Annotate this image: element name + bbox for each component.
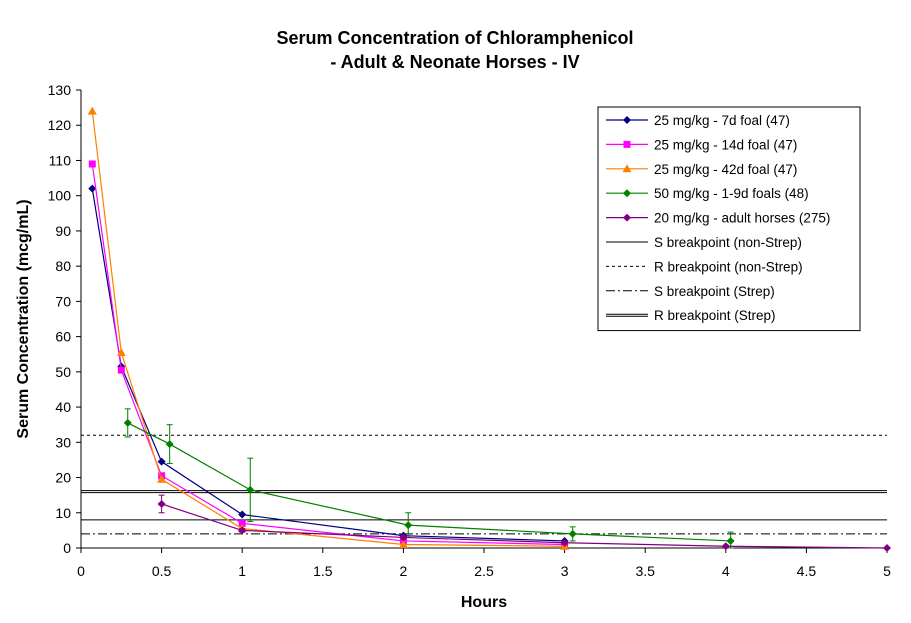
data-point-0-3: [238, 510, 247, 519]
legend-label-ref-3: R breakpoint (Strep): [654, 308, 776, 323]
legend-label-series-0: 25 mg/kg - 7d foal (47): [654, 113, 790, 128]
x-tick-label-5: 2.5: [474, 563, 494, 579]
data-point-2-2: [157, 474, 167, 483]
y-tick-label-13: 130: [48, 82, 72, 98]
data-point-4-3: [560, 538, 569, 547]
y-tick-label-9: 90: [55, 223, 71, 239]
legend-label-series-3: 50 mg/kg - 1-9d foals (48): [654, 186, 809, 201]
y-tick-label-1: 10: [55, 505, 71, 521]
data-point-4-5: [883, 544, 891, 552]
data-point-1-1: [117, 366, 125, 374]
x-tick-label-4: 2: [400, 563, 408, 579]
series-line-1: [91, 163, 565, 546]
legend-label-series-1: 25 mg/kg - 14d foal (47): [654, 137, 797, 152]
data-point-4-4: [721, 542, 730, 551]
x-tick-label-9: 4.5: [797, 563, 817, 579]
y-axis-title: Serum Concentration (mcg/mL): [15, 199, 32, 438]
x-tick-label-2: 1: [238, 563, 246, 579]
legend-label-series-2: 25 mg/kg - 42d foal (47): [654, 162, 797, 177]
x-tick-label-8: 4: [722, 563, 730, 579]
series-line-4: [161, 503, 888, 549]
plot-area: 0 10 20 30 40 50 60 70 80 90 100 110 120 130 0 0.5 1 1.5 2…: [48, 82, 891, 579]
x-tick-label-1: 0.5: [152, 563, 172, 579]
data-point-2-4: [398, 539, 408, 548]
data-point-2-0: [87, 106, 97, 115]
legend-label-ref-2: S breakpoint (Strep): [654, 284, 775, 299]
legend-marker-4: [623, 213, 631, 222]
data-point-4-0: [157, 499, 166, 508]
y-tick-label-12: 120: [48, 117, 72, 133]
data-point-1-0: [88, 160, 96, 168]
legend-marker-0: [623, 116, 631, 124]
x-tick-label-7: 3.5: [635, 563, 655, 579]
y-tick-label-2: 20: [55, 470, 71, 486]
data-point-3-0: [123, 418, 132, 427]
legend-marker-3: [623, 189, 631, 198]
y-tick-label-11: 110: [49, 152, 72, 168]
y-tick-label-3: 30: [55, 434, 71, 450]
legend-marker-2: [622, 164, 632, 173]
y-tick-label-4: 40: [55, 399, 71, 415]
y-tick-label-6: 60: [55, 329, 71, 345]
legend-label-ref-1: R breakpoint (non-Strep): [654, 259, 803, 274]
data-point-3-3: [404, 521, 413, 530]
series-line-2: [91, 111, 565, 547]
legend: 25 mg/kg - 7d foal (47) 25 mg/kg - 14d fo…: [597, 106, 861, 332]
series-line-3: [127, 422, 731, 542]
data-point-2-1: [116, 347, 126, 356]
x-axis-title: Hours: [461, 594, 507, 611]
x-tick-label-10: 5: [883, 563, 891, 579]
y-tick-label-0: 0: [63, 540, 71, 556]
data-point-3-4: [568, 529, 577, 538]
y-tick-label-8: 80: [55, 258, 71, 274]
x-tick-label-6: 3: [561, 563, 569, 579]
x-tick-label-0: 0: [77, 563, 85, 579]
chart-title-line-1: Serum Concentration of Chloramphenicol: [276, 28, 633, 48]
x-tick-label-3: 1.5: [313, 563, 333, 579]
y-tick-label-7: 70: [55, 293, 71, 309]
data-point-3-1: [165, 440, 174, 449]
data-point-1-3: [238, 519, 246, 527]
data-point-3-5: [726, 536, 735, 545]
y-tick-label-5: 50: [55, 364, 71, 380]
chart-title-line-2: - Adult & Neonate Horses - IV: [330, 52, 579, 72]
data-point-4-1: [238, 526, 247, 535]
data-point-0-0: [88, 184, 97, 193]
data-point-3-2: [246, 485, 255, 494]
data-point-0-2: [157, 457, 166, 466]
data-point-4-2: [399, 533, 408, 542]
y-tick-label-10: 100: [48, 188, 72, 204]
legend-marker-1: [623, 140, 631, 148]
legend-label-series-4: 20 mg/kg - adult horses (275): [654, 211, 830, 226]
legend-label-ref-0: S breakpoint (non-Strep): [654, 235, 802, 250]
